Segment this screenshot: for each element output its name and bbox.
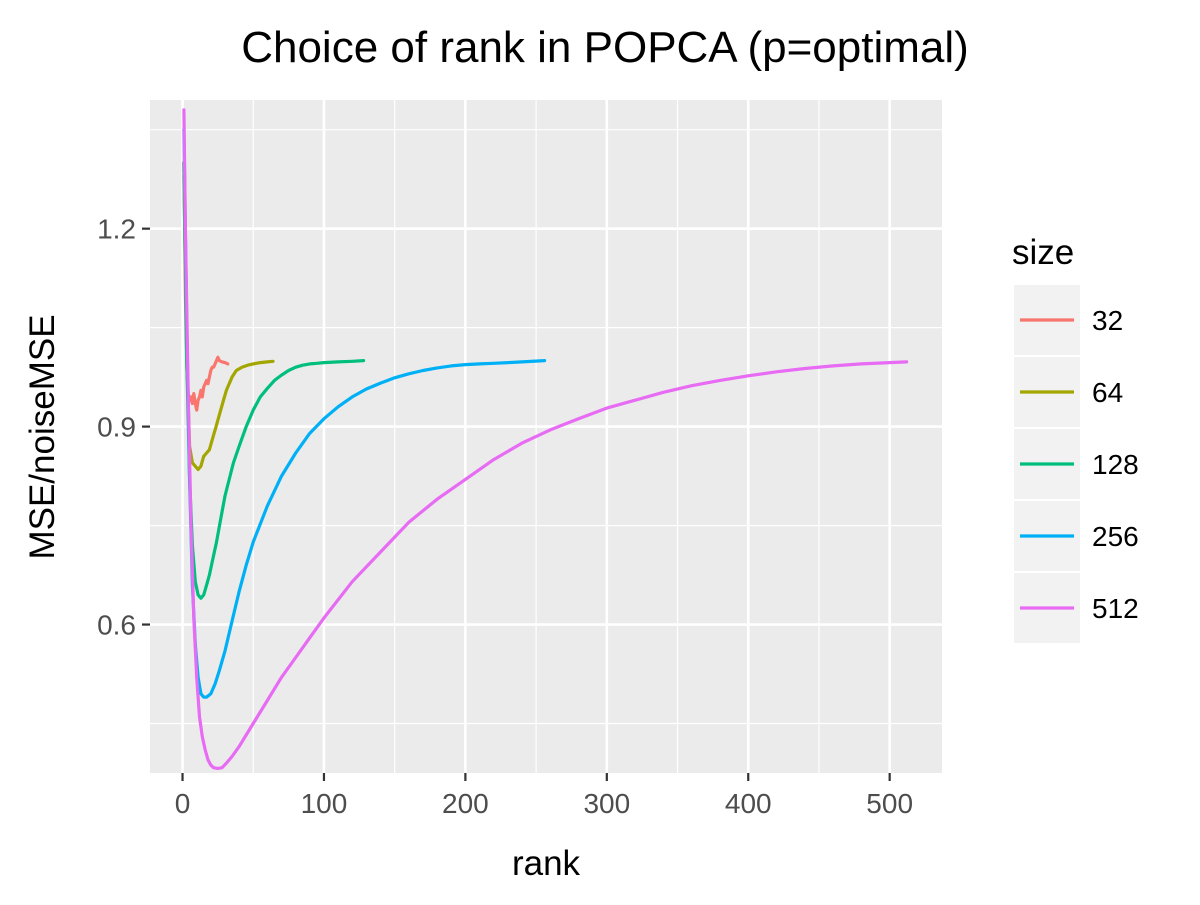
y-axis-title: MSE/noiseMSE (23, 314, 62, 559)
series-line-64 (182, 174, 275, 472)
x-axis-title: rank (512, 844, 581, 883)
legend-label-128: 128 (1092, 449, 1139, 480)
grid-lines (150, 100, 942, 773)
plot-panel (150, 100, 942, 773)
x-tick-label: 400 (725, 788, 772, 819)
series-line-256 (182, 128, 547, 699)
series-line-512 (182, 108, 909, 770)
legend-label-512: 512 (1092, 593, 1139, 624)
legend-label-64: 64 (1092, 377, 1123, 408)
x-tick-label: 500 (866, 788, 913, 819)
x-tick-label: 300 (583, 788, 630, 819)
series-lines (182, 108, 909, 770)
x-tick-label: 200 (442, 788, 489, 819)
legend: size 32 64 128 256 512 (1012, 233, 1139, 643)
legend-label-256: 256 (1092, 521, 1139, 552)
y-tick-label: 0.6 (97, 610, 136, 641)
x-tick-label: 0 (175, 788, 191, 819)
y-tick-label: 0.9 (97, 412, 136, 443)
x-tick-label: 100 (301, 788, 348, 819)
y-tick-label: 1.2 (97, 214, 136, 245)
legend-label-32: 32 (1092, 305, 1123, 336)
legend-title: size (1012, 233, 1074, 272)
series-line-128 (182, 161, 366, 600)
series-line-32 (182, 161, 230, 412)
axis-ticks: 0 100 200 300 400 500 0.6 0.9 1.2 (97, 214, 913, 819)
chart-title: Choice of rank in POPCA (p=optimal) (241, 23, 969, 72)
